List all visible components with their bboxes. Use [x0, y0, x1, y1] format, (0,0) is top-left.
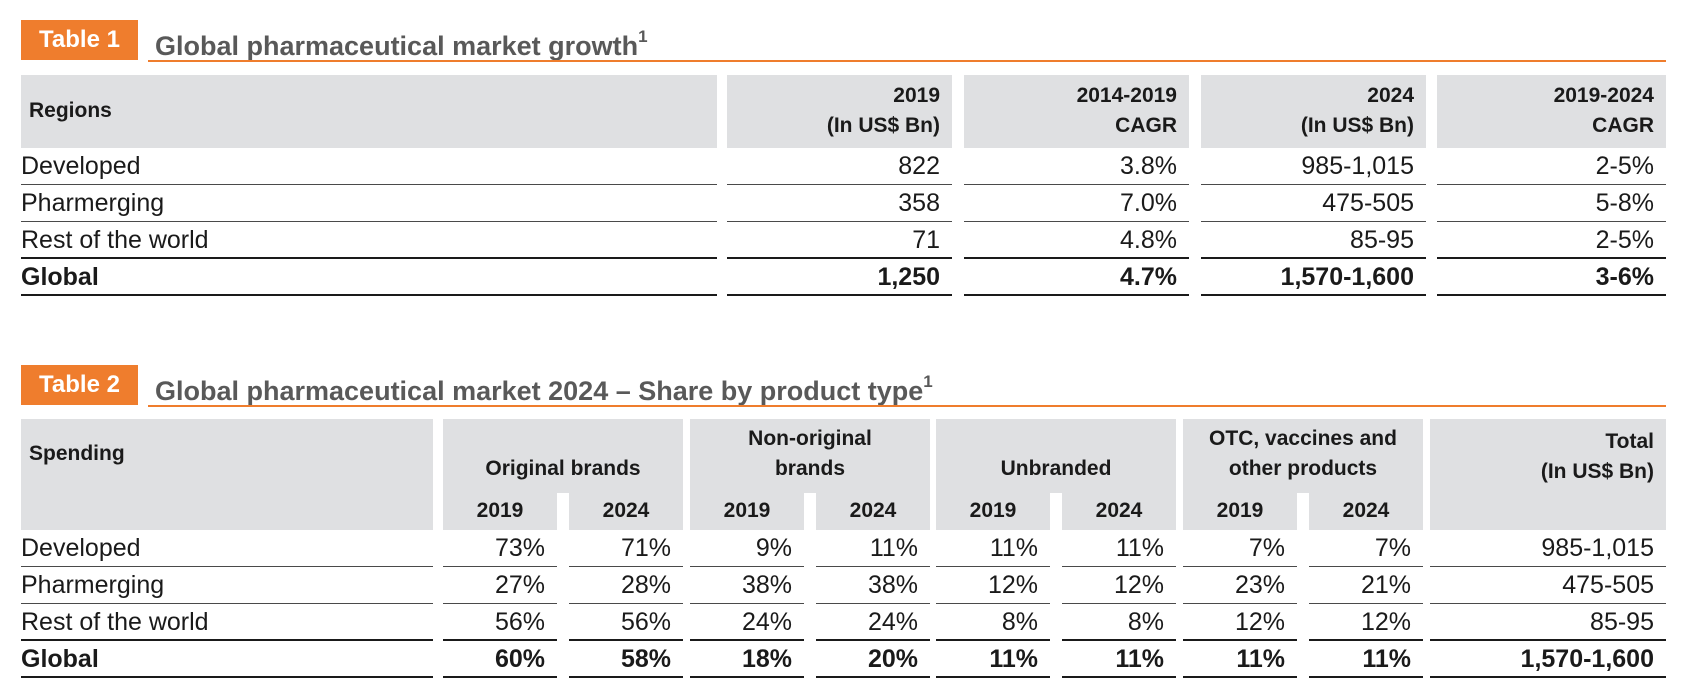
table1-footnote: 1 [638, 27, 648, 46]
table2-cell: 11% [1183, 641, 1297, 678]
table1-title: Global pharmaceutical market growth1 [155, 27, 648, 61]
table2-cell: 8% [1062, 604, 1176, 641]
table1-header-2024: 2024 (In US$ Bn) [1201, 75, 1426, 148]
table1-cell: 4.8% [964, 222, 1189, 259]
table1-cell: 475-505 [1201, 185, 1426, 222]
table2-cell: 11% [1062, 641, 1176, 678]
table2-cell: 24% [816, 604, 930, 641]
table1-cell: 2-5% [1437, 222, 1666, 259]
table2-total-cell: 985-1,015 [1430, 530, 1666, 567]
table2-header-total: Total (In US$ Bn) [1430, 419, 1666, 530]
table2-group-header: OTC, vaccines and other products [1183, 419, 1423, 493]
table1-tag: Table 1 [21, 20, 138, 60]
table1-row-label: Rest of the world [21, 222, 717, 259]
table2-row-label: Rest of the world [21, 604, 433, 641]
table1-cell: 2-5% [1437, 148, 1666, 185]
table2-year-header: 2024 [569, 492, 683, 530]
table2-cell: 7% [1309, 530, 1423, 567]
table2-cell: 24% [690, 604, 804, 641]
table2-cell: 71% [569, 530, 683, 567]
table2-cell: 11% [816, 530, 930, 567]
table1-cell: 1,250 [727, 259, 952, 296]
table1-cell: 3-6% [1437, 259, 1666, 296]
table2-year-header: 2019 [936, 492, 1050, 530]
table2-cell: 38% [816, 567, 930, 604]
table1-header-regions: Regions [21, 75, 717, 148]
table2-cell: 8% [936, 604, 1050, 641]
table2-group-header: Non-original brands [690, 419, 930, 493]
table2-footnote: 1 [923, 372, 933, 391]
table1-title-rule [148, 60, 1666, 62]
table2-cell: 7% [1183, 530, 1297, 567]
table2-group-header: Original brands [443, 419, 683, 493]
table2-tag: Table 2 [21, 365, 138, 405]
table2-cell: 28% [569, 567, 683, 604]
table1-row-label: Global [21, 259, 717, 296]
table1-header-cagr-2019-2024: 2019-2024 CAGR [1437, 75, 1666, 148]
table2-cell: 18% [690, 641, 804, 678]
table1-cell: 1,570-1,600 [1201, 259, 1426, 296]
table1-cell: 85-95 [1201, 222, 1426, 259]
table2-group-header: Unbranded [936, 419, 1176, 493]
table2-row-label: Global [21, 641, 433, 678]
table2-cell: 12% [936, 567, 1050, 604]
table2-cell: 60% [443, 641, 557, 678]
table1-cell: 358 [727, 185, 952, 222]
table2-cell: 56% [443, 604, 557, 641]
table2-cell: 11% [936, 530, 1050, 567]
table2-year-header: 2019 [1183, 492, 1297, 530]
table2-row-label: Pharmerging [21, 567, 433, 604]
table1-cell: 822 [727, 148, 952, 185]
table2-cell: 38% [690, 567, 804, 604]
table1-cell: 3.8% [964, 148, 1189, 185]
table2-header: Table 2 Global pharmaceutical market 202… [21, 365, 1666, 407]
table1-header-cagr-2014-2019: 2014-2019 CAGR [964, 75, 1189, 148]
table2-title-rule [148, 405, 1666, 407]
table2-cell: 21% [1309, 567, 1423, 604]
table2-year-header: 2024 [816, 492, 930, 530]
table1-cell: 4.7% [964, 259, 1189, 296]
table2-cell: 23% [1183, 567, 1297, 604]
table1-row-label: Developed [21, 148, 717, 185]
table2-cell: 12% [1062, 567, 1176, 604]
table1-header-2019: 2019 (In US$ Bn) [727, 75, 952, 148]
table2-cell: 12% [1309, 604, 1423, 641]
table2-cell: 56% [569, 604, 683, 641]
table1-cell: 985-1,015 [1201, 148, 1426, 185]
table1-cell: 71 [727, 222, 952, 259]
table2-cell: 20% [816, 641, 930, 678]
table2-total-cell: 1,570-1,600 [1430, 641, 1666, 678]
table1-cell: 5-8% [1437, 185, 1666, 222]
table2-year-header: 2019 [690, 492, 804, 530]
table2-row-label: Developed [21, 530, 433, 567]
table2-cell: 58% [569, 641, 683, 678]
table2-total-cell: 475-505 [1430, 567, 1666, 604]
table1-row-label: Pharmerging [21, 185, 717, 222]
table2-title: Global pharmaceutical market 2024 – Shar… [155, 372, 933, 406]
table2-cell: 11% [1062, 530, 1176, 567]
table2-total-cell: 85-95 [1430, 604, 1666, 641]
table2-year-header: 2024 [1062, 492, 1176, 530]
table2-cell: 73% [443, 530, 557, 567]
table2-year-header: 2019 [443, 492, 557, 530]
table1-cell: 7.0% [964, 185, 1189, 222]
table2-header-spending: Spending [21, 419, 433, 530]
table2-cell: 12% [1183, 604, 1297, 641]
table2-cell: 9% [690, 530, 804, 567]
table2-cell: 27% [443, 567, 557, 604]
table2-cell: 11% [1309, 641, 1423, 678]
table2-year-header: 2024 [1309, 492, 1423, 530]
table2-cell: 11% [936, 641, 1050, 678]
table1-header: Table 1 Global pharmaceutical market gro… [21, 20, 1666, 62]
